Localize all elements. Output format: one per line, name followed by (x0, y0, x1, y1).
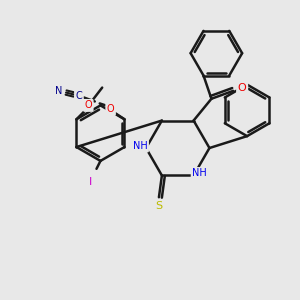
Text: O: O (238, 83, 247, 93)
Text: O: O (107, 104, 114, 114)
Text: S: S (155, 201, 163, 211)
Text: N: N (56, 85, 63, 96)
Text: O: O (85, 100, 92, 110)
Text: NH: NH (133, 141, 148, 151)
Text: NH: NH (192, 169, 207, 178)
Text: I: I (89, 177, 92, 187)
Text: C: C (76, 91, 82, 100)
